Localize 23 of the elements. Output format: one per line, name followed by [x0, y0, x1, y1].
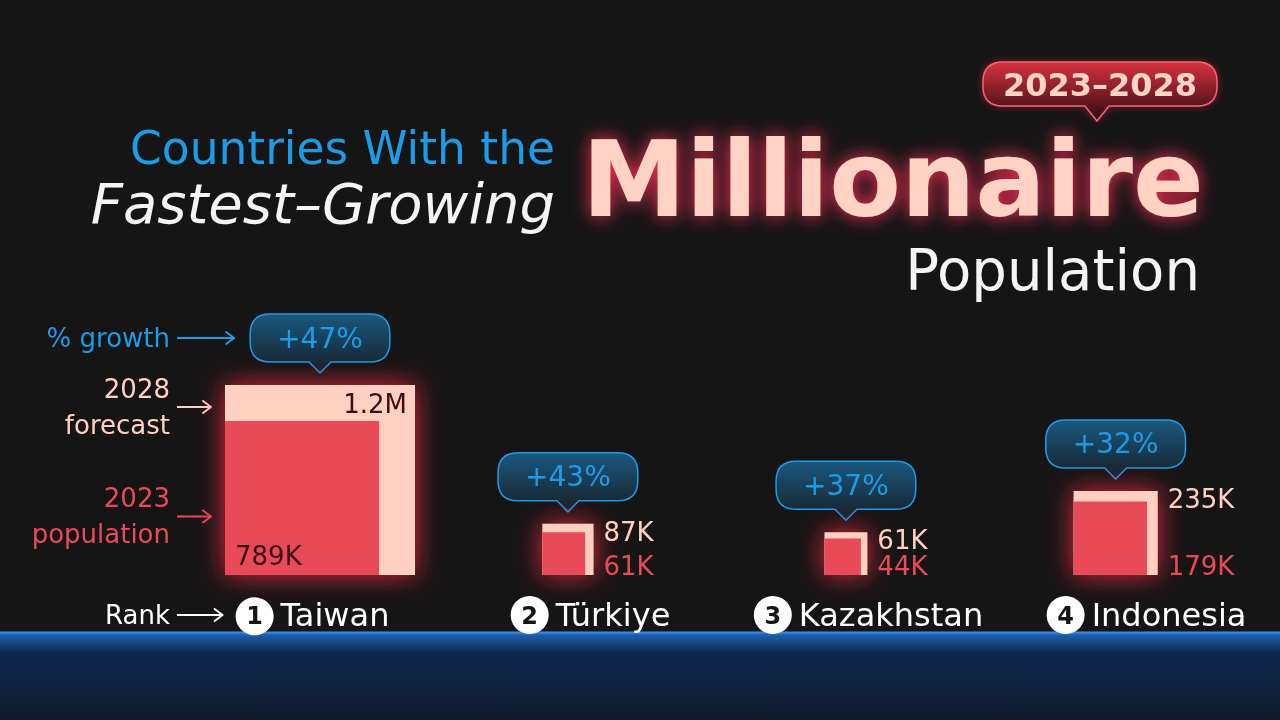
data-label: 2 [521, 602, 539, 630]
text: 2023–2028 [1002, 66, 1198, 104]
data-label: 235K [1167, 483, 1236, 514]
category-label: Kazakhstan [798, 596, 984, 634]
data-label: 789K [235, 541, 303, 571]
data-label: +32% [1072, 427, 1159, 461]
data-label: +37% [803, 468, 889, 502]
legend-label: % growth [46, 323, 170, 353]
category-label: Türkiye [554, 596, 671, 634]
legend-label: 2028 forecast [64, 373, 170, 440]
data-label: 179K [1167, 551, 1236, 581]
data-label: +43% [525, 460, 611, 494]
category-label: Indonesia [1091, 596, 1247, 634]
data-label: 1.2M [343, 389, 407, 419]
data-label: 3 [764, 602, 782, 630]
data-label: +47% [277, 321, 363, 355]
data-label: 4 [1057, 602, 1074, 630]
data-label: 61K [603, 551, 655, 581]
legend-label: Rank [105, 600, 170, 630]
legend-label: 2023 population [31, 483, 170, 550]
data-label: 1 [246, 602, 263, 630]
category-label: Taiwan [279, 596, 390, 634]
data-label: 87K [603, 516, 655, 547]
